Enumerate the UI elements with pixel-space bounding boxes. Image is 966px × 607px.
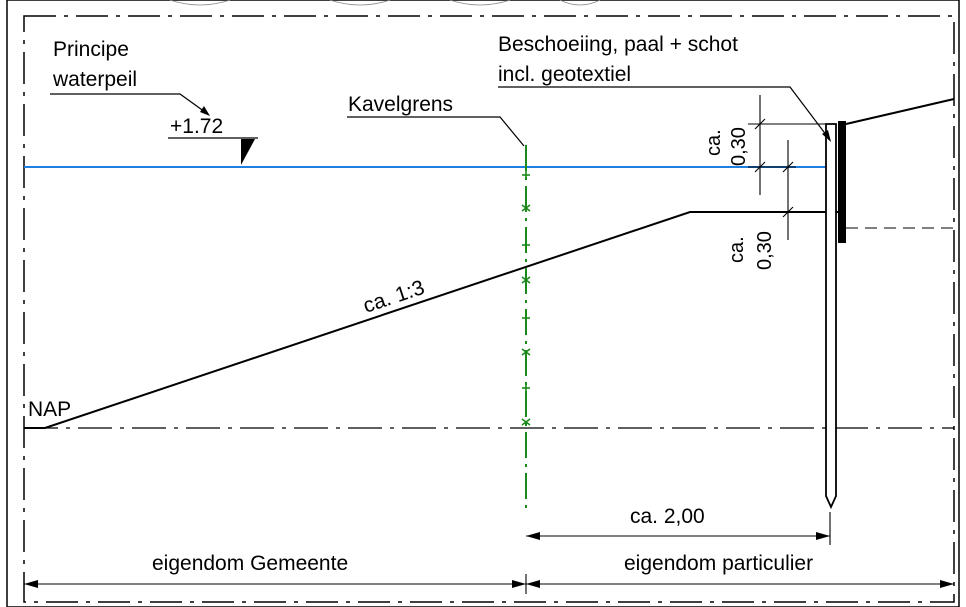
label-water-level: +1.72 xyxy=(170,115,223,138)
water-level-marker xyxy=(50,93,258,165)
ownership-dimension xyxy=(24,574,954,594)
label-dimension-ca-bottom: ca. xyxy=(726,236,748,263)
label-width-200: ca. 2,00 xyxy=(630,505,705,528)
property-boundary xyxy=(521,145,531,508)
width-dimension xyxy=(526,512,831,545)
label-dimension-030-top: 0,30 xyxy=(728,127,750,166)
drawing-frame xyxy=(6,0,960,607)
label-nap: NAP xyxy=(28,398,71,421)
label-beschoeiing-line1: Beschoeiing, paal + schot xyxy=(498,33,738,56)
label-kavelgrens: Kavelgrens xyxy=(348,93,453,116)
sheet-piling xyxy=(825,121,846,510)
beschoeiing-leader xyxy=(498,86,831,142)
label-beschoeiing-line2: incl. geotextiel xyxy=(498,63,631,86)
label-eigendom-gemeente: eigendom Gemeente xyxy=(152,552,348,575)
vertical-dimensions xyxy=(748,95,828,240)
label-waterpeil: waterpeil xyxy=(52,68,137,91)
label-eigendom-particulier: eigendom particulier xyxy=(624,552,813,575)
kavelgrens-leader xyxy=(347,116,525,147)
label-dimension-030-bottom: 0,30 xyxy=(754,231,776,270)
land-behind-line xyxy=(845,98,955,125)
label-principe: Principe xyxy=(53,38,129,61)
ground-profile xyxy=(24,211,838,429)
label-dimension-ca-top: ca. xyxy=(703,129,725,156)
